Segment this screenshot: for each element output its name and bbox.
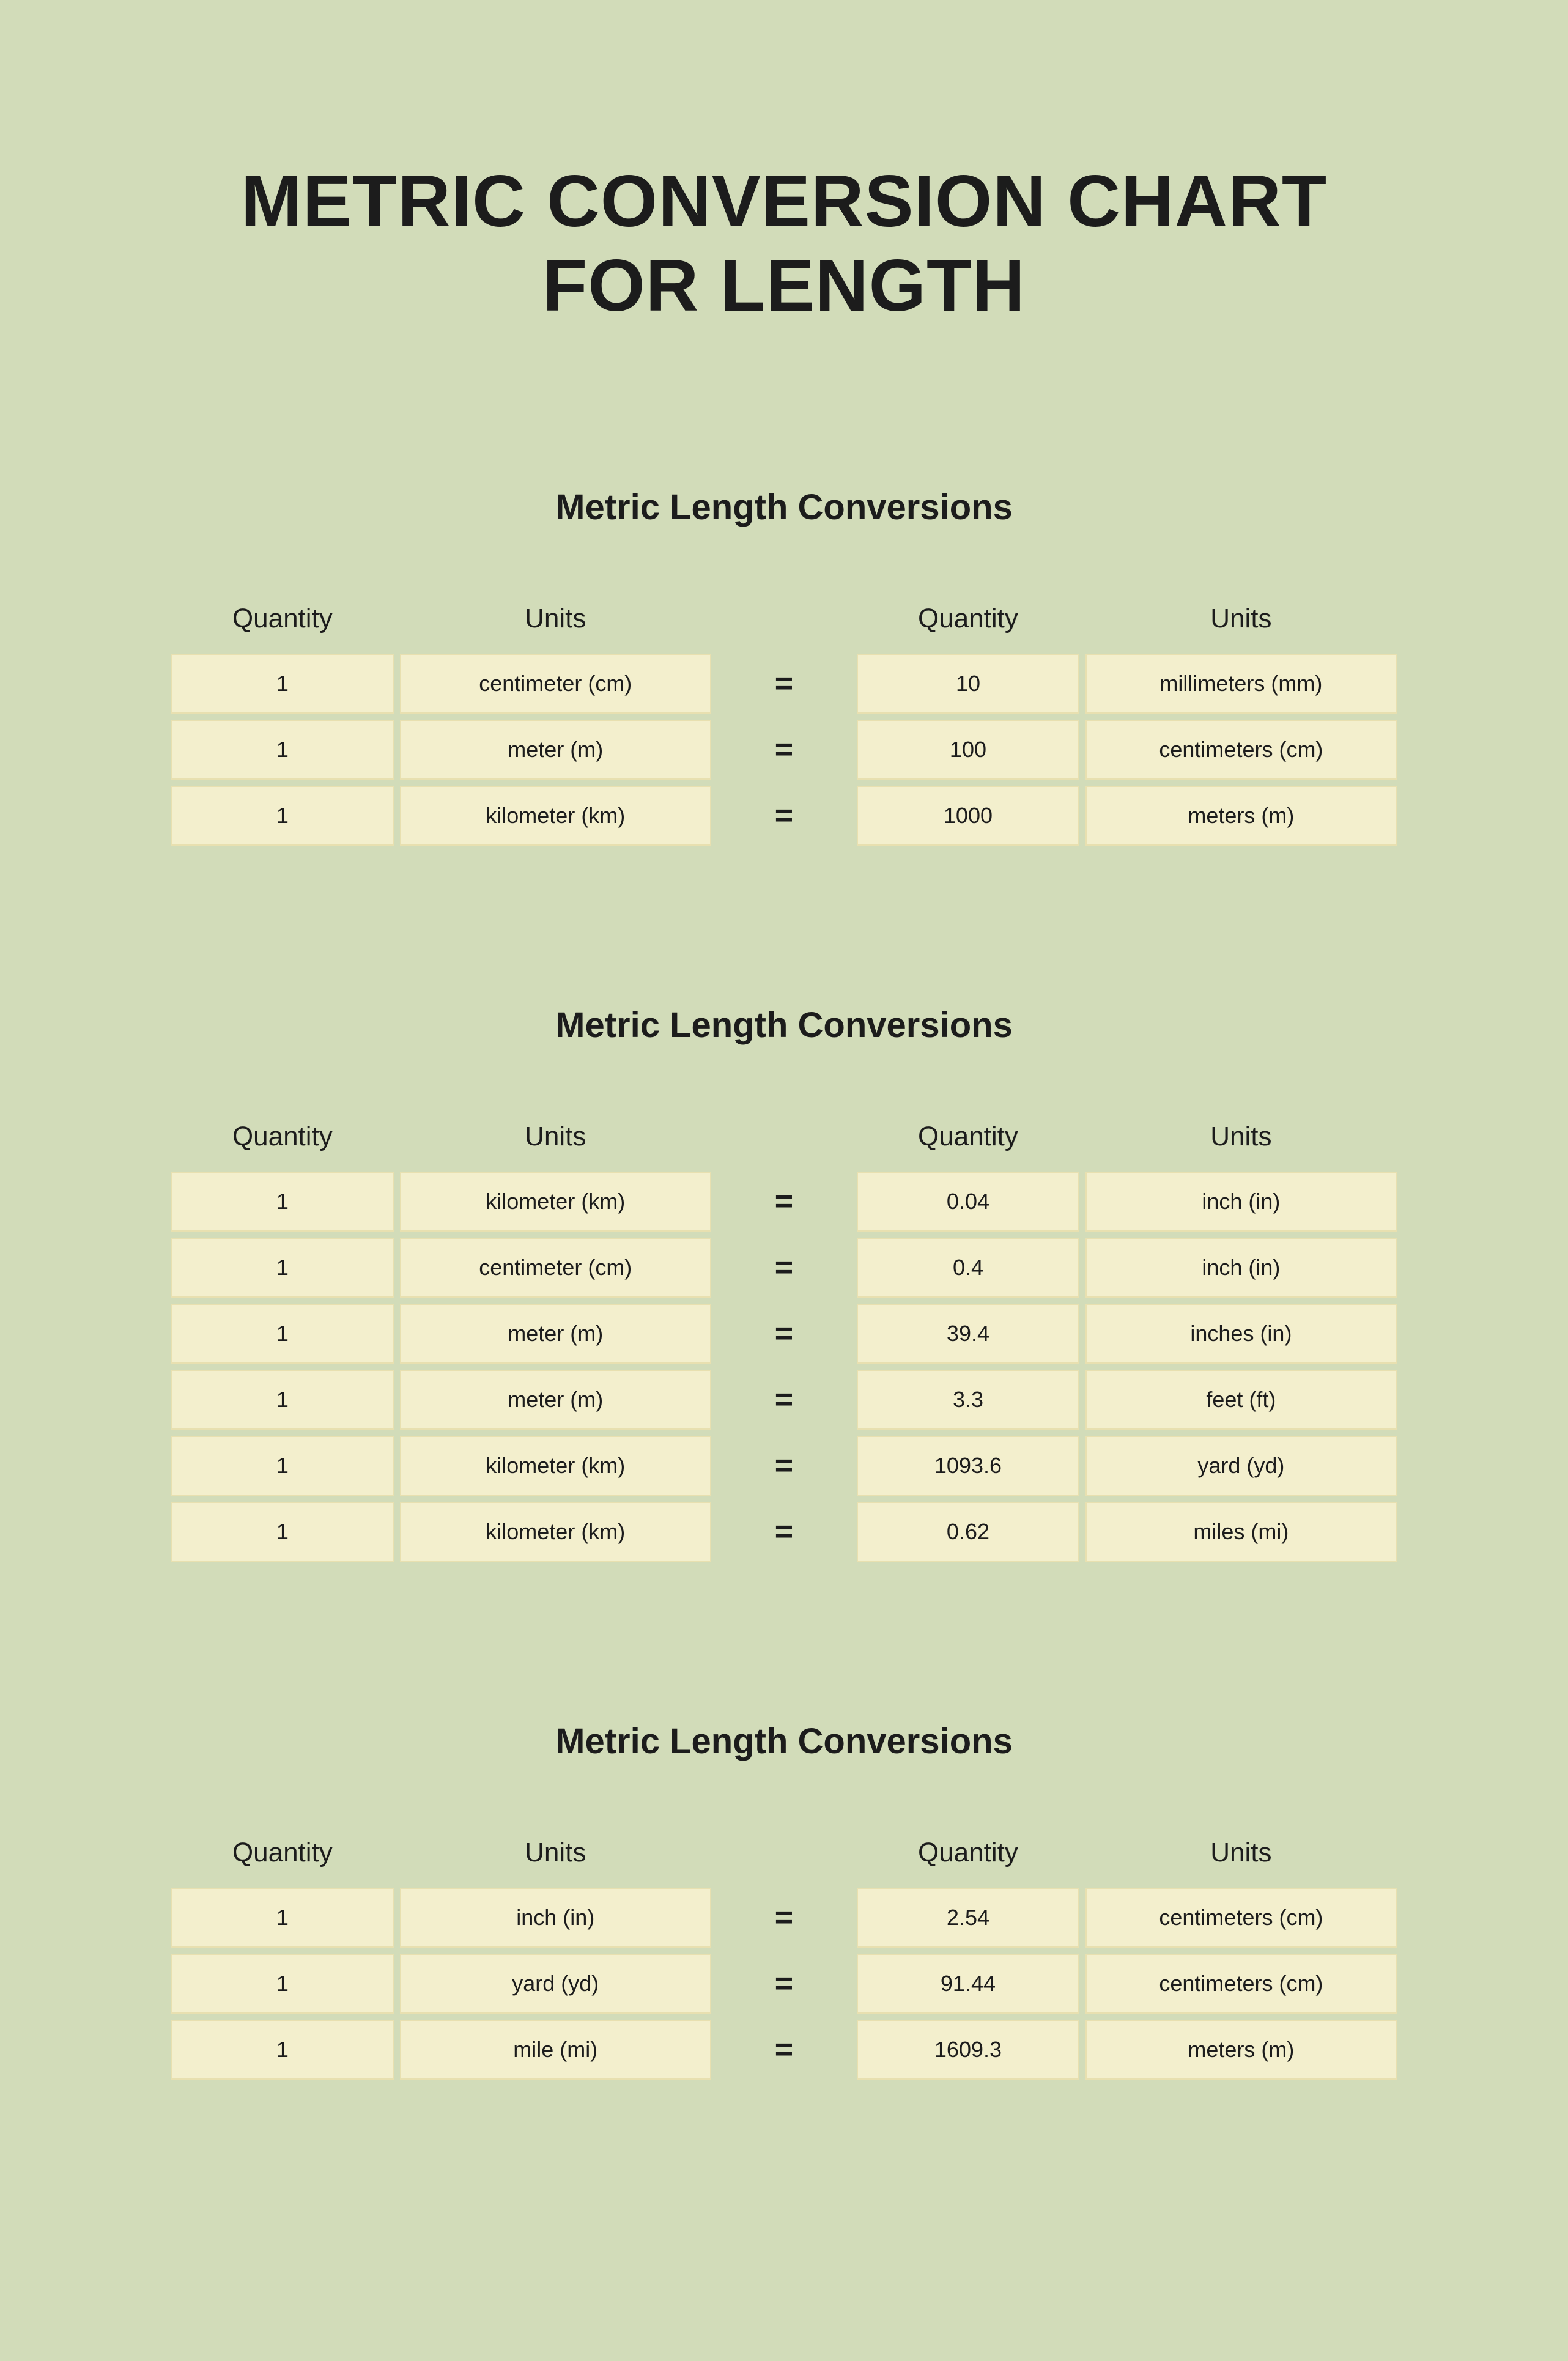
table-row: 1kilometer (km)=0.62miles (mi) — [171, 1502, 1397, 1562]
cell-left-units: kilometer (km) — [400, 1436, 711, 1496]
header-quantity-right: Quantity — [857, 595, 1079, 643]
table-row: 1centimeter (cm)=0.4inch (in) — [171, 1238, 1397, 1298]
page-title: METRIC CONVERSION CHART FOR LENGTH — [171, 159, 1397, 328]
table-row: 1yard (yd)=91.44centimeters (cm) — [171, 1954, 1397, 2014]
conversion-section: Metric Length ConversionsQuantityUnitsQu… — [171, 1005, 1397, 1562]
cell-left-quantity: 1 — [171, 2020, 394, 2080]
cell-left-quantity: 1 — [171, 1436, 394, 1496]
cell-left-units: mile (mi) — [400, 2020, 711, 2080]
table-row: 1kilometer (km)=1000meters (m) — [171, 786, 1397, 846]
sections-container: Metric Length ConversionsQuantityUnitsQu… — [171, 487, 1397, 2080]
equals-sign: = — [717, 1249, 851, 1286]
cell-right-units: centimeters (cm) — [1085, 720, 1397, 780]
cell-right-units: centimeters (cm) — [1085, 1954, 1397, 2014]
cell-left-quantity: 1 — [171, 1172, 394, 1232]
equals-sign: = — [717, 1381, 851, 1418]
table-header-row: QuantityUnitsQuantityUnits — [171, 595, 1397, 643]
cell-left-quantity: 1 — [171, 1370, 394, 1430]
equals-sign: = — [717, 1965, 851, 2002]
table-row: 1inch (in)=2.54centimeters (cm) — [171, 1888, 1397, 1948]
table-header-row: QuantityUnitsQuantityUnits — [171, 1829, 1397, 1877]
equals-sign: = — [717, 1183, 851, 1220]
header-units-right: Units — [1085, 595, 1397, 643]
cell-left-units: centimeter (cm) — [400, 1238, 711, 1298]
cell-left-quantity: 1 — [171, 1238, 394, 1298]
equals-sign: = — [717, 1447, 851, 1484]
cell-right-quantity: 2.54 — [857, 1888, 1079, 1948]
cell-left-quantity: 1 — [171, 654, 394, 714]
cell-right-quantity: 0.62 — [857, 1502, 1079, 1562]
cell-left-units: meter (m) — [400, 1304, 711, 1364]
table-row: 1meter (m)=100centimeters (cm) — [171, 720, 1397, 780]
conversion-section: Metric Length ConversionsQuantityUnitsQu… — [171, 1721, 1397, 2080]
header-units-left: Units — [400, 595, 711, 643]
header-units-right: Units — [1085, 1829, 1397, 1877]
cell-left-units: kilometer (km) — [400, 1172, 711, 1232]
equals-sign: = — [717, 1513, 851, 1550]
conversion-section: Metric Length ConversionsQuantityUnitsQu… — [171, 487, 1397, 846]
equals-sign: = — [717, 797, 851, 834]
cell-right-units: meters (m) — [1085, 786, 1397, 846]
header-units-right: Units — [1085, 1113, 1397, 1161]
table-row: 1centimeter (cm)=10millimeters (mm) — [171, 654, 1397, 714]
cell-right-units: feet (ft) — [1085, 1370, 1397, 1430]
cell-left-quantity: 1 — [171, 1304, 394, 1364]
table-row: 1kilometer (km)=1093.6yard (yd) — [171, 1436, 1397, 1496]
cell-right-quantity: 0.4 — [857, 1238, 1079, 1298]
cell-left-units: meter (m) — [400, 1370, 711, 1430]
cell-right-units: millimeters (mm) — [1085, 654, 1397, 714]
conversion-grid: QuantityUnitsQuantityUnits1centimeter (c… — [171, 595, 1397, 846]
equals-sign: = — [717, 2031, 851, 2068]
cell-right-quantity: 91.44 — [857, 1954, 1079, 2014]
cell-left-quantity: 1 — [171, 720, 394, 780]
cell-right-units: inch (in) — [1085, 1172, 1397, 1232]
cell-right-units: centimeters (cm) — [1085, 1888, 1397, 1948]
header-quantity-right: Quantity — [857, 1113, 1079, 1161]
table-header-row: QuantityUnitsQuantityUnits — [171, 1113, 1397, 1161]
equals-sign: = — [717, 731, 851, 768]
cell-right-quantity: 39.4 — [857, 1304, 1079, 1364]
cell-left-quantity: 1 — [171, 1502, 394, 1562]
cell-right-quantity: 100 — [857, 720, 1079, 780]
cell-right-quantity: 1093.6 — [857, 1436, 1079, 1496]
cell-right-units: miles (mi) — [1085, 1502, 1397, 1562]
table-row: 1meter (m)=39.4inches (in) — [171, 1304, 1397, 1364]
header-quantity-left: Quantity — [171, 595, 394, 643]
header-units-left: Units — [400, 1829, 711, 1877]
cell-right-quantity: 1609.3 — [857, 2020, 1079, 2080]
header-quantity-left: Quantity — [171, 1829, 394, 1877]
equals-sign: = — [717, 665, 851, 702]
cell-left-quantity: 1 — [171, 786, 394, 846]
cell-right-quantity: 0.04 — [857, 1172, 1079, 1232]
cell-left-units: centimeter (cm) — [400, 654, 711, 714]
cell-left-units: meter (m) — [400, 720, 711, 780]
conversion-grid: QuantityUnitsQuantityUnits1inch (in)=2.5… — [171, 1829, 1397, 2080]
header-quantity-right: Quantity — [857, 1829, 1079, 1877]
cell-right-units: inches (in) — [1085, 1304, 1397, 1364]
header-quantity-left: Quantity — [171, 1113, 394, 1161]
table-row: 1mile (mi)=1609.3meters (m) — [171, 2020, 1397, 2080]
section-title: Metric Length Conversions — [171, 487, 1397, 528]
section-title: Metric Length Conversions — [171, 1721, 1397, 1762]
cell-left-units: kilometer (km) — [400, 786, 711, 846]
cell-right-units: meters (m) — [1085, 2020, 1397, 2080]
cell-right-units: yard (yd) — [1085, 1436, 1397, 1496]
cell-right-quantity: 1000 — [857, 786, 1079, 846]
cell-right-units: inch (in) — [1085, 1238, 1397, 1298]
cell-left-quantity: 1 — [171, 1954, 394, 2014]
conversion-grid: QuantityUnitsQuantityUnits1kilometer (km… — [171, 1113, 1397, 1562]
cell-right-quantity: 10 — [857, 654, 1079, 714]
header-units-left: Units — [400, 1113, 711, 1161]
table-row: 1meter (m)=3.3feet (ft) — [171, 1370, 1397, 1430]
section-title: Metric Length Conversions — [171, 1005, 1397, 1046]
equals-sign: = — [717, 1899, 851, 1936]
table-row: 1kilometer (km)=0.04inch (in) — [171, 1172, 1397, 1232]
equals-sign: = — [717, 1315, 851, 1352]
cell-left-quantity: 1 — [171, 1888, 394, 1948]
cell-right-quantity: 3.3 — [857, 1370, 1079, 1430]
cell-left-units: yard (yd) — [400, 1954, 711, 2014]
cell-left-units: kilometer (km) — [400, 1502, 711, 1562]
cell-left-units: inch (in) — [400, 1888, 711, 1948]
